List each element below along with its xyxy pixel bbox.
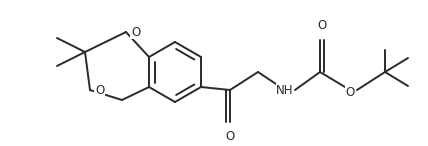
Text: O: O: [95, 84, 104, 97]
Text: O: O: [345, 86, 355, 99]
Text: O: O: [226, 130, 235, 143]
Text: O: O: [131, 26, 140, 39]
Text: NH: NH: [276, 84, 294, 97]
Text: O: O: [318, 19, 327, 32]
